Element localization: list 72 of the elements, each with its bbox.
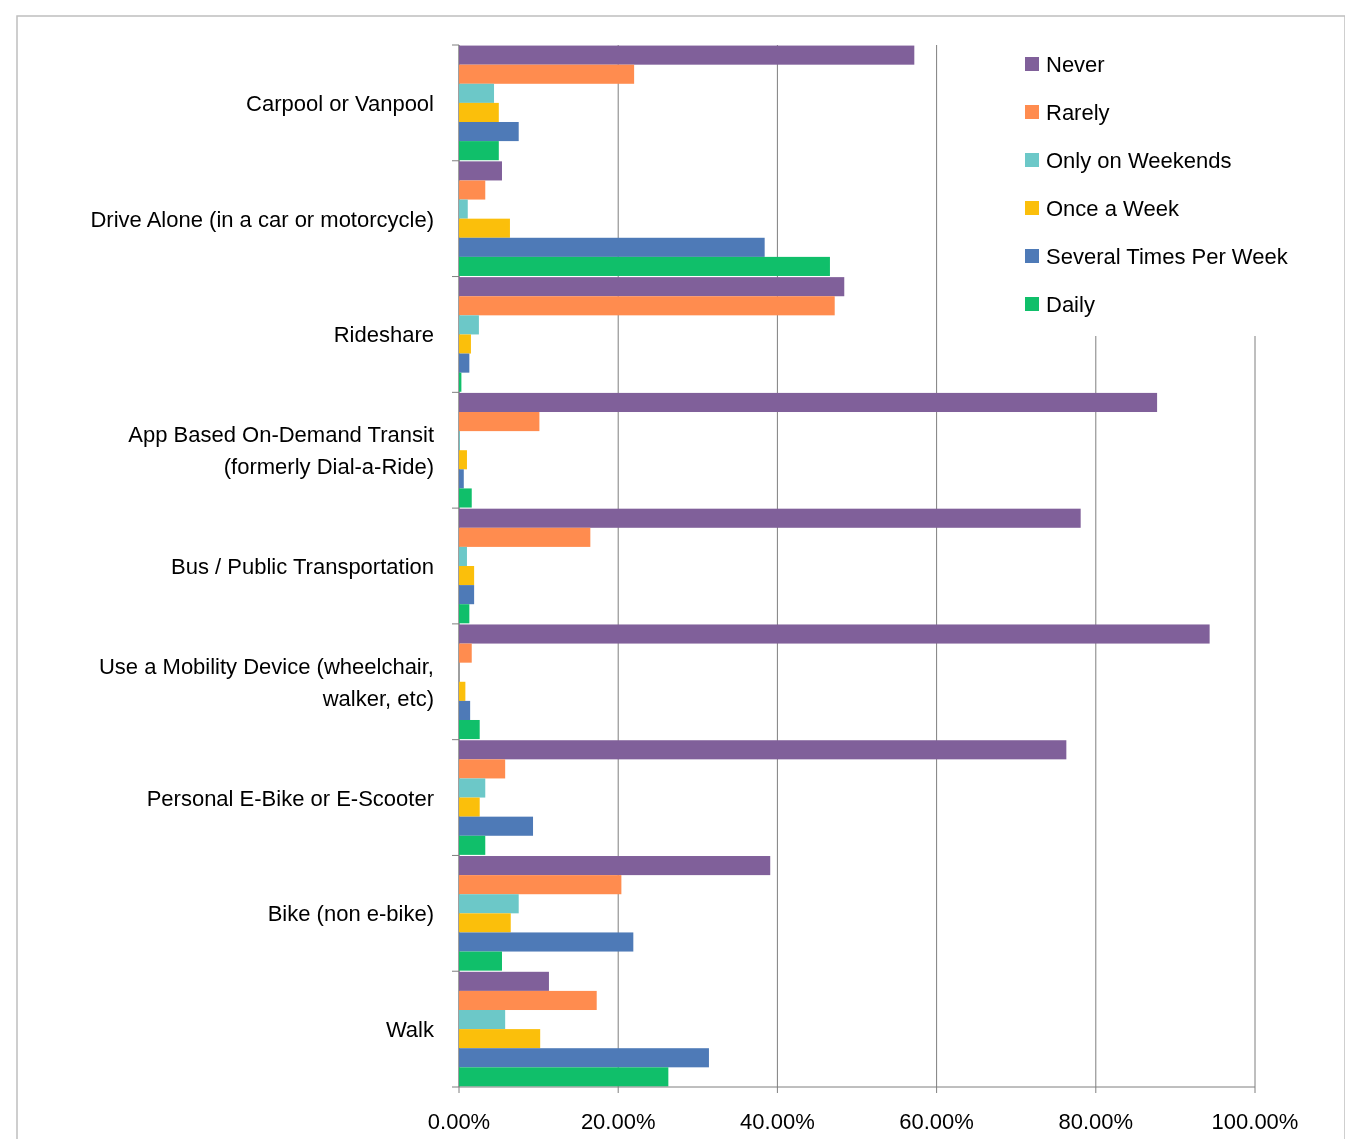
y-tick-label: Bus / Public Transportation: [171, 554, 434, 579]
bar: [459, 932, 634, 952]
bar: [459, 296, 835, 316]
bar: [459, 256, 830, 276]
bar: [459, 180, 486, 200]
bar: [459, 469, 464, 489]
y-tick-label: Personal E-Bike or E-Scooter: [146, 785, 434, 811]
bar: [459, 83, 495, 103]
bar: [459, 624, 1210, 644]
bar: [459, 488, 472, 508]
y-tick-label: App Based On-Demand Transit (formerly Dial-a-Ride): [128, 422, 434, 480]
bar: [459, 778, 486, 798]
y-tick-label: Bike (non e-bike): [267, 901, 434, 927]
bar: [459, 604, 470, 624]
bar: [459, 121, 519, 142]
bar: [459, 64, 635, 84]
bar: [459, 102, 499, 122]
bar: [459, 45, 915, 65]
bar: [459, 334, 471, 354]
bar: [459, 990, 597, 1011]
bar: [459, 161, 502, 181]
bar: [459, 797, 480, 817]
bar: [459, 816, 534, 836]
y-tick-label: Drive Alone (in a car or motorcycle): [90, 206, 434, 232]
legend-label: Only on Weekends: [1046, 148, 1232, 173]
bar: [459, 856, 771, 876]
x-tick-label: 0.00%: [427, 1109, 491, 1134]
legend-label: Never: [1046, 52, 1105, 77]
legend-label: Once a Week: [1046, 196, 1180, 221]
bar: [459, 141, 499, 161]
bar: [459, 546, 467, 566]
bar: [459, 951, 502, 971]
bar: [459, 913, 511, 933]
bar: [459, 412, 540, 432]
bar: [459, 875, 622, 895]
bar: [459, 740, 1067, 760]
y-tick-label: Carpool or Vanpool: [246, 90, 434, 116]
bar: [459, 566, 475, 586]
x-tick-label: 60.00%: [899, 1109, 974, 1134]
bar: [459, 1010, 506, 1030]
bar: [459, 527, 591, 547]
bar: [459, 315, 479, 335]
bar: [459, 719, 480, 740]
x-tick-label: 40.00%: [740, 1109, 815, 1134]
bar: [459, 894, 519, 914]
x-tick-label: 20.00%: [580, 1109, 656, 1134]
bar: [459, 1067, 669, 1087]
bar: [459, 759, 506, 779]
bar: [459, 643, 472, 663]
bar: [459, 971, 549, 991]
x-tick-label: 80.00%: [1058, 1109, 1134, 1134]
bar: [459, 353, 470, 373]
bar: [459, 585, 475, 605]
bar: [459, 392, 1158, 413]
bar: [459, 450, 467, 470]
bar: [459, 1048, 709, 1068]
bar: [459, 277, 845, 297]
y-tick-label: Walk: [385, 1017, 435, 1043]
legend-label: Several Times Per Week: [1046, 244, 1289, 269]
bar: [459, 237, 765, 257]
legend-label: Rarely: [1046, 100, 1110, 125]
bar: [459, 700, 471, 720]
x-tick-label: 100.00%: [1211, 1109, 1299, 1134]
bar: [459, 508, 1081, 528]
bar: [459, 1029, 541, 1049]
bar: [459, 218, 510, 238]
bar: [459, 681, 466, 701]
bar: [459, 835, 486, 855]
y-tick-label: Rideshare: [333, 322, 434, 348]
legend-label: Daily: [1046, 292, 1095, 317]
bar: [459, 199, 468, 219]
y-tick-label: Use a Mobility Device (wheelchair, walker, etc): [98, 653, 434, 711]
